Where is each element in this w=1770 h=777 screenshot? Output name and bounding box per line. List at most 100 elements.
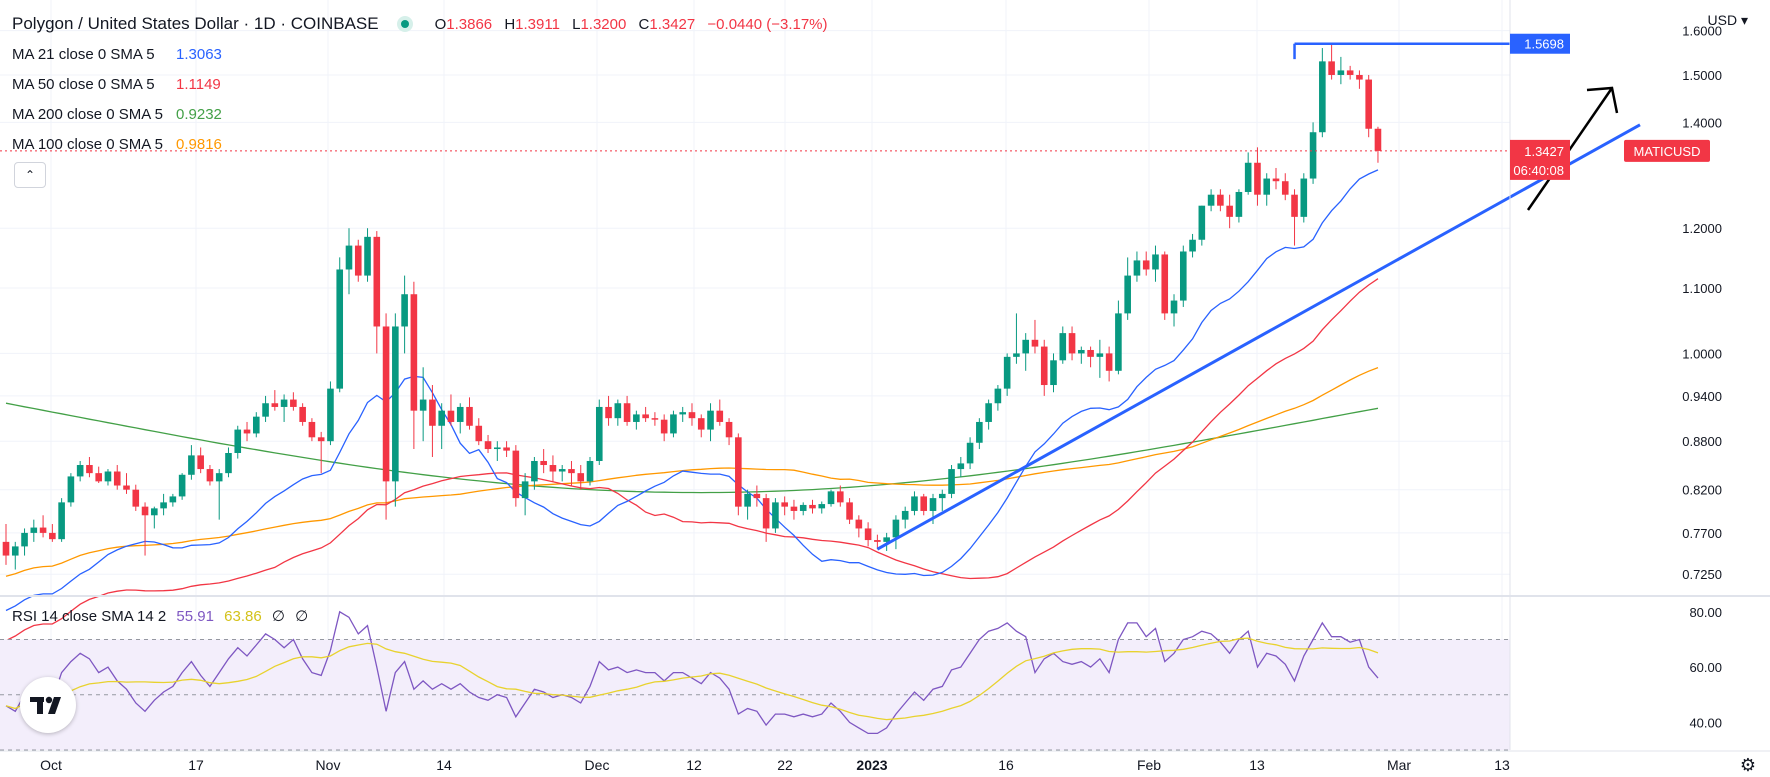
grid-lines	[0, 0, 1510, 750]
ma-legend-value: 1.3063	[176, 46, 222, 63]
candle-body	[336, 269, 344, 389]
candle-body	[262, 403, 269, 417]
candle-body	[252, 416, 260, 434]
candle-body	[271, 403, 279, 407]
ohlc-close-key: C	[638, 15, 650, 33]
tradingview-logo[interactable]	[20, 677, 76, 733]
rsi-line	[5, 610, 1379, 735]
ma-legend-label: MA 200 close 0 SMA 5	[12, 106, 163, 123]
price-tick-label: 0.7250	[1682, 567, 1722, 582]
candle-body	[1078, 349, 1085, 354]
candle-body	[531, 460, 538, 482]
candle-body	[401, 294, 408, 327]
candle-body	[1031, 339, 1039, 347]
collapse-legend-button[interactable]: ⌃	[14, 162, 46, 188]
candle-body	[123, 485, 130, 490]
candle-body	[419, 399, 427, 411]
arrow-head	[1586, 86, 1619, 114]
rsi-extra-2: ∅	[295, 608, 309, 625]
ma-legend-row[interactable]: MA 21 close 0 SMA 5 1.3063	[12, 46, 222, 63]
ohlc-change: −0.0440 (−3.17%)	[707, 15, 828, 33]
candle-body	[837, 491, 844, 503]
candle-body	[1050, 360, 1057, 386]
ohlc-low-key: L	[572, 15, 581, 33]
candle-body	[1217, 194, 1224, 206]
candle-body	[1356, 74, 1363, 80]
rsi-legend-label: RSI 14 close SMA 14 2	[12, 608, 167, 625]
gear-icon[interactable]: ⚙	[1739, 755, 1756, 775]
candle-body	[1022, 339, 1029, 354]
candle-body	[976, 421, 983, 443]
rsi-extra-1: ∅	[271, 608, 285, 625]
trend-line	[876, 123, 1641, 551]
candle-body	[1309, 132, 1317, 179]
time-tick-label: 2023	[856, 757, 887, 773]
candle-body	[1013, 353, 1020, 357]
chevron-down-icon: ▾	[1740, 12, 1748, 28]
candle-body	[1281, 181, 1289, 195]
candle-body	[206, 469, 214, 482]
time-tick-label: Oct	[40, 757, 62, 773]
candle-body	[818, 504, 826, 509]
candle-body	[744, 493, 751, 507]
candle-body	[58, 502, 65, 540]
candle-body	[1235, 191, 1243, 217]
candle-body	[327, 388, 334, 442]
candle-body	[595, 406, 603, 461]
candle-body	[614, 403, 622, 419]
ohlc-high-key: H	[504, 15, 516, 33]
candle-body	[864, 528, 872, 541]
candle-body	[1300, 178, 1308, 217]
candle-body	[679, 412, 687, 415]
candle-body	[169, 496, 177, 503]
candle-body	[484, 441, 492, 450]
time-tick-label: Feb	[1137, 757, 1161, 773]
candle-body	[1198, 205, 1206, 240]
candle-body	[911, 496, 918, 511]
candle-body	[503, 447, 510, 451]
candle-body	[11, 546, 19, 556]
symbol-tag-label: MATICUSD	[1634, 144, 1701, 159]
candle-body	[660, 419, 668, 434]
rsi-legend[interactable]: RSI 14 close SMA 14 2 55.91 63.86 ∅ ∅	[12, 607, 308, 625]
candle-body	[929, 498, 937, 511]
candle-body	[95, 473, 102, 482]
ma-legend-row[interactable]: MA 100 close 0 SMA 5 0.9816	[12, 136, 222, 153]
candle-body	[577, 473, 585, 482]
candle-body	[2, 541, 10, 556]
time-tick-label: 13	[1249, 757, 1265, 773]
candle-body	[1207, 194, 1215, 206]
candle-body	[1328, 61, 1335, 75]
candle-body	[670, 414, 677, 434]
candle-body	[623, 403, 631, 422]
candle-body	[438, 410, 445, 426]
ma-legend-row[interactable]: MA 50 close 0 SMA 5 1.1149	[12, 76, 221, 93]
ma-legend-label: MA 21 close 0 SMA 5	[12, 46, 155, 63]
candle-body	[308, 421, 316, 438]
candle-body	[67, 476, 75, 503]
candle-body	[938, 493, 946, 499]
candle-body	[364, 236, 371, 276]
candle-body	[568, 469, 575, 474]
candle-body	[76, 465, 84, 477]
candle-body	[772, 502, 779, 529]
tradingview-logo-icon	[30, 696, 61, 714]
ma100-line	[5, 366, 1379, 577]
candle-body	[466, 406, 473, 426]
resistance-price-label: 1.5698	[1524, 37, 1564, 52]
ma-legend-row[interactable]: MA 200 close 0 SMA 5 0.9232	[12, 106, 222, 123]
symbol-title[interactable]: Polygon / United States Dollar · 1D · CO…	[12, 14, 379, 33]
candle-body	[521, 481, 529, 499]
candle-body	[633, 414, 640, 422]
currency-selector[interactable]: USD ▾	[1708, 12, 1748, 29]
price-tick-label: 0.8200	[1682, 483, 1722, 498]
candle-body	[160, 502, 167, 509]
price-tick-label: 1.4000	[1682, 115, 1722, 130]
candle-body	[354, 245, 362, 276]
time-tick-label: 14	[436, 757, 452, 773]
candle-body	[280, 399, 288, 407]
time-tick-label: 13	[1494, 757, 1510, 773]
candle-body	[197, 455, 204, 470]
candle-body	[86, 465, 93, 474]
